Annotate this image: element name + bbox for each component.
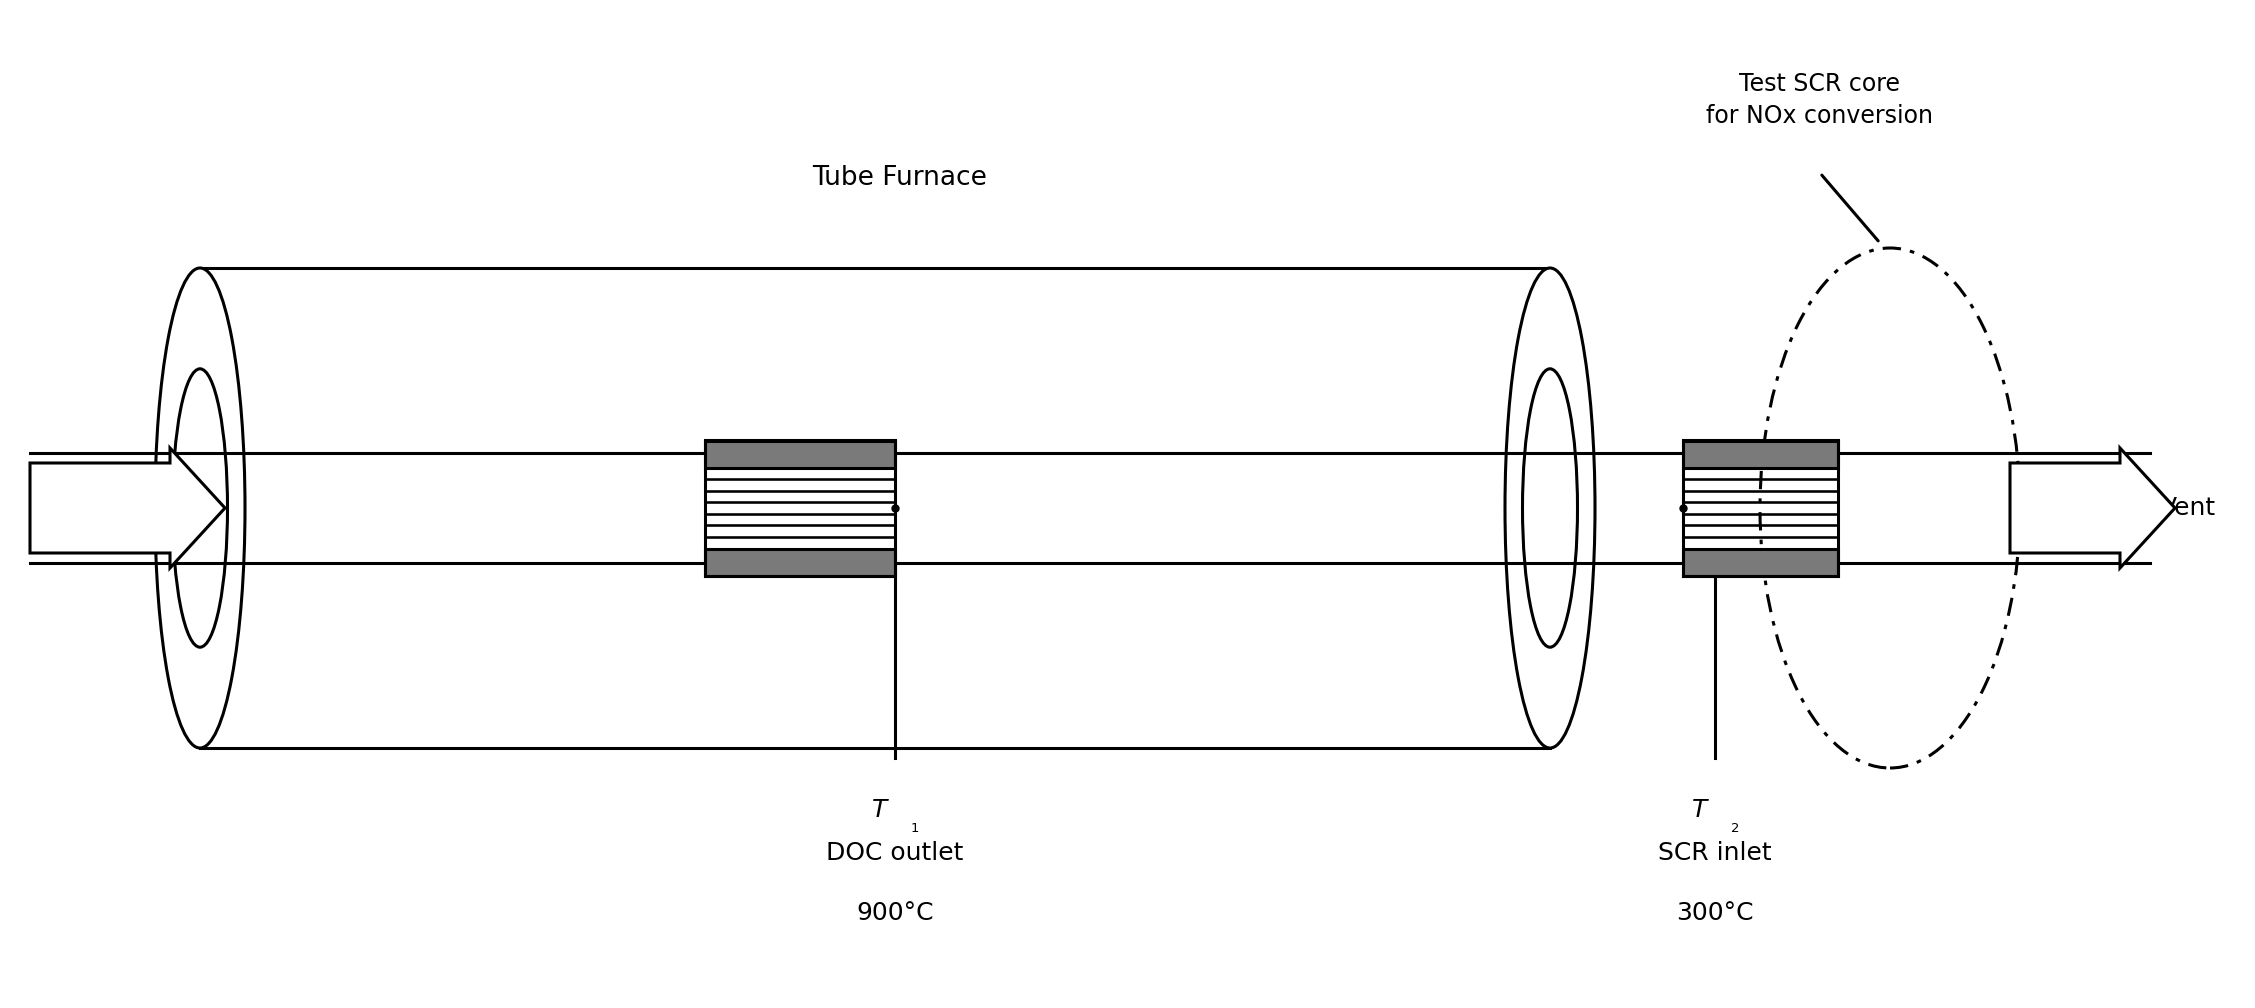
Text: $T$: $T$	[870, 798, 891, 822]
Text: $T$: $T$	[1691, 798, 1709, 822]
Text: Vent: Vent	[2160, 496, 2217, 520]
Text: SCR inlet: SCR inlet	[1657, 841, 1772, 865]
Ellipse shape	[156, 268, 246, 748]
Text: Tube Furnace: Tube Furnace	[812, 165, 988, 191]
Polygon shape	[29, 448, 226, 568]
Ellipse shape	[1522, 369, 1578, 647]
Ellipse shape	[171, 369, 228, 647]
Text: $_1$: $_1$	[911, 816, 920, 835]
Text: $_2$: $_2$	[1730, 816, 1739, 835]
Text: DOC outlet: DOC outlet	[825, 841, 963, 865]
Bar	[201, 268, 1549, 748]
Text: Test SCR core
for NOx conversion: Test SCR core for NOx conversion	[1707, 73, 1933, 128]
Text: 300°C: 300°C	[1675, 901, 1754, 925]
Text: 900°C: 900°C	[857, 901, 934, 925]
Bar	[1682, 440, 1838, 468]
Bar	[1682, 440, 1838, 576]
Polygon shape	[2009, 448, 2176, 568]
Bar	[706, 440, 895, 468]
Bar	[706, 440, 895, 576]
Bar	[1682, 548, 1838, 576]
Ellipse shape	[1504, 268, 1594, 748]
Bar	[706, 548, 895, 576]
